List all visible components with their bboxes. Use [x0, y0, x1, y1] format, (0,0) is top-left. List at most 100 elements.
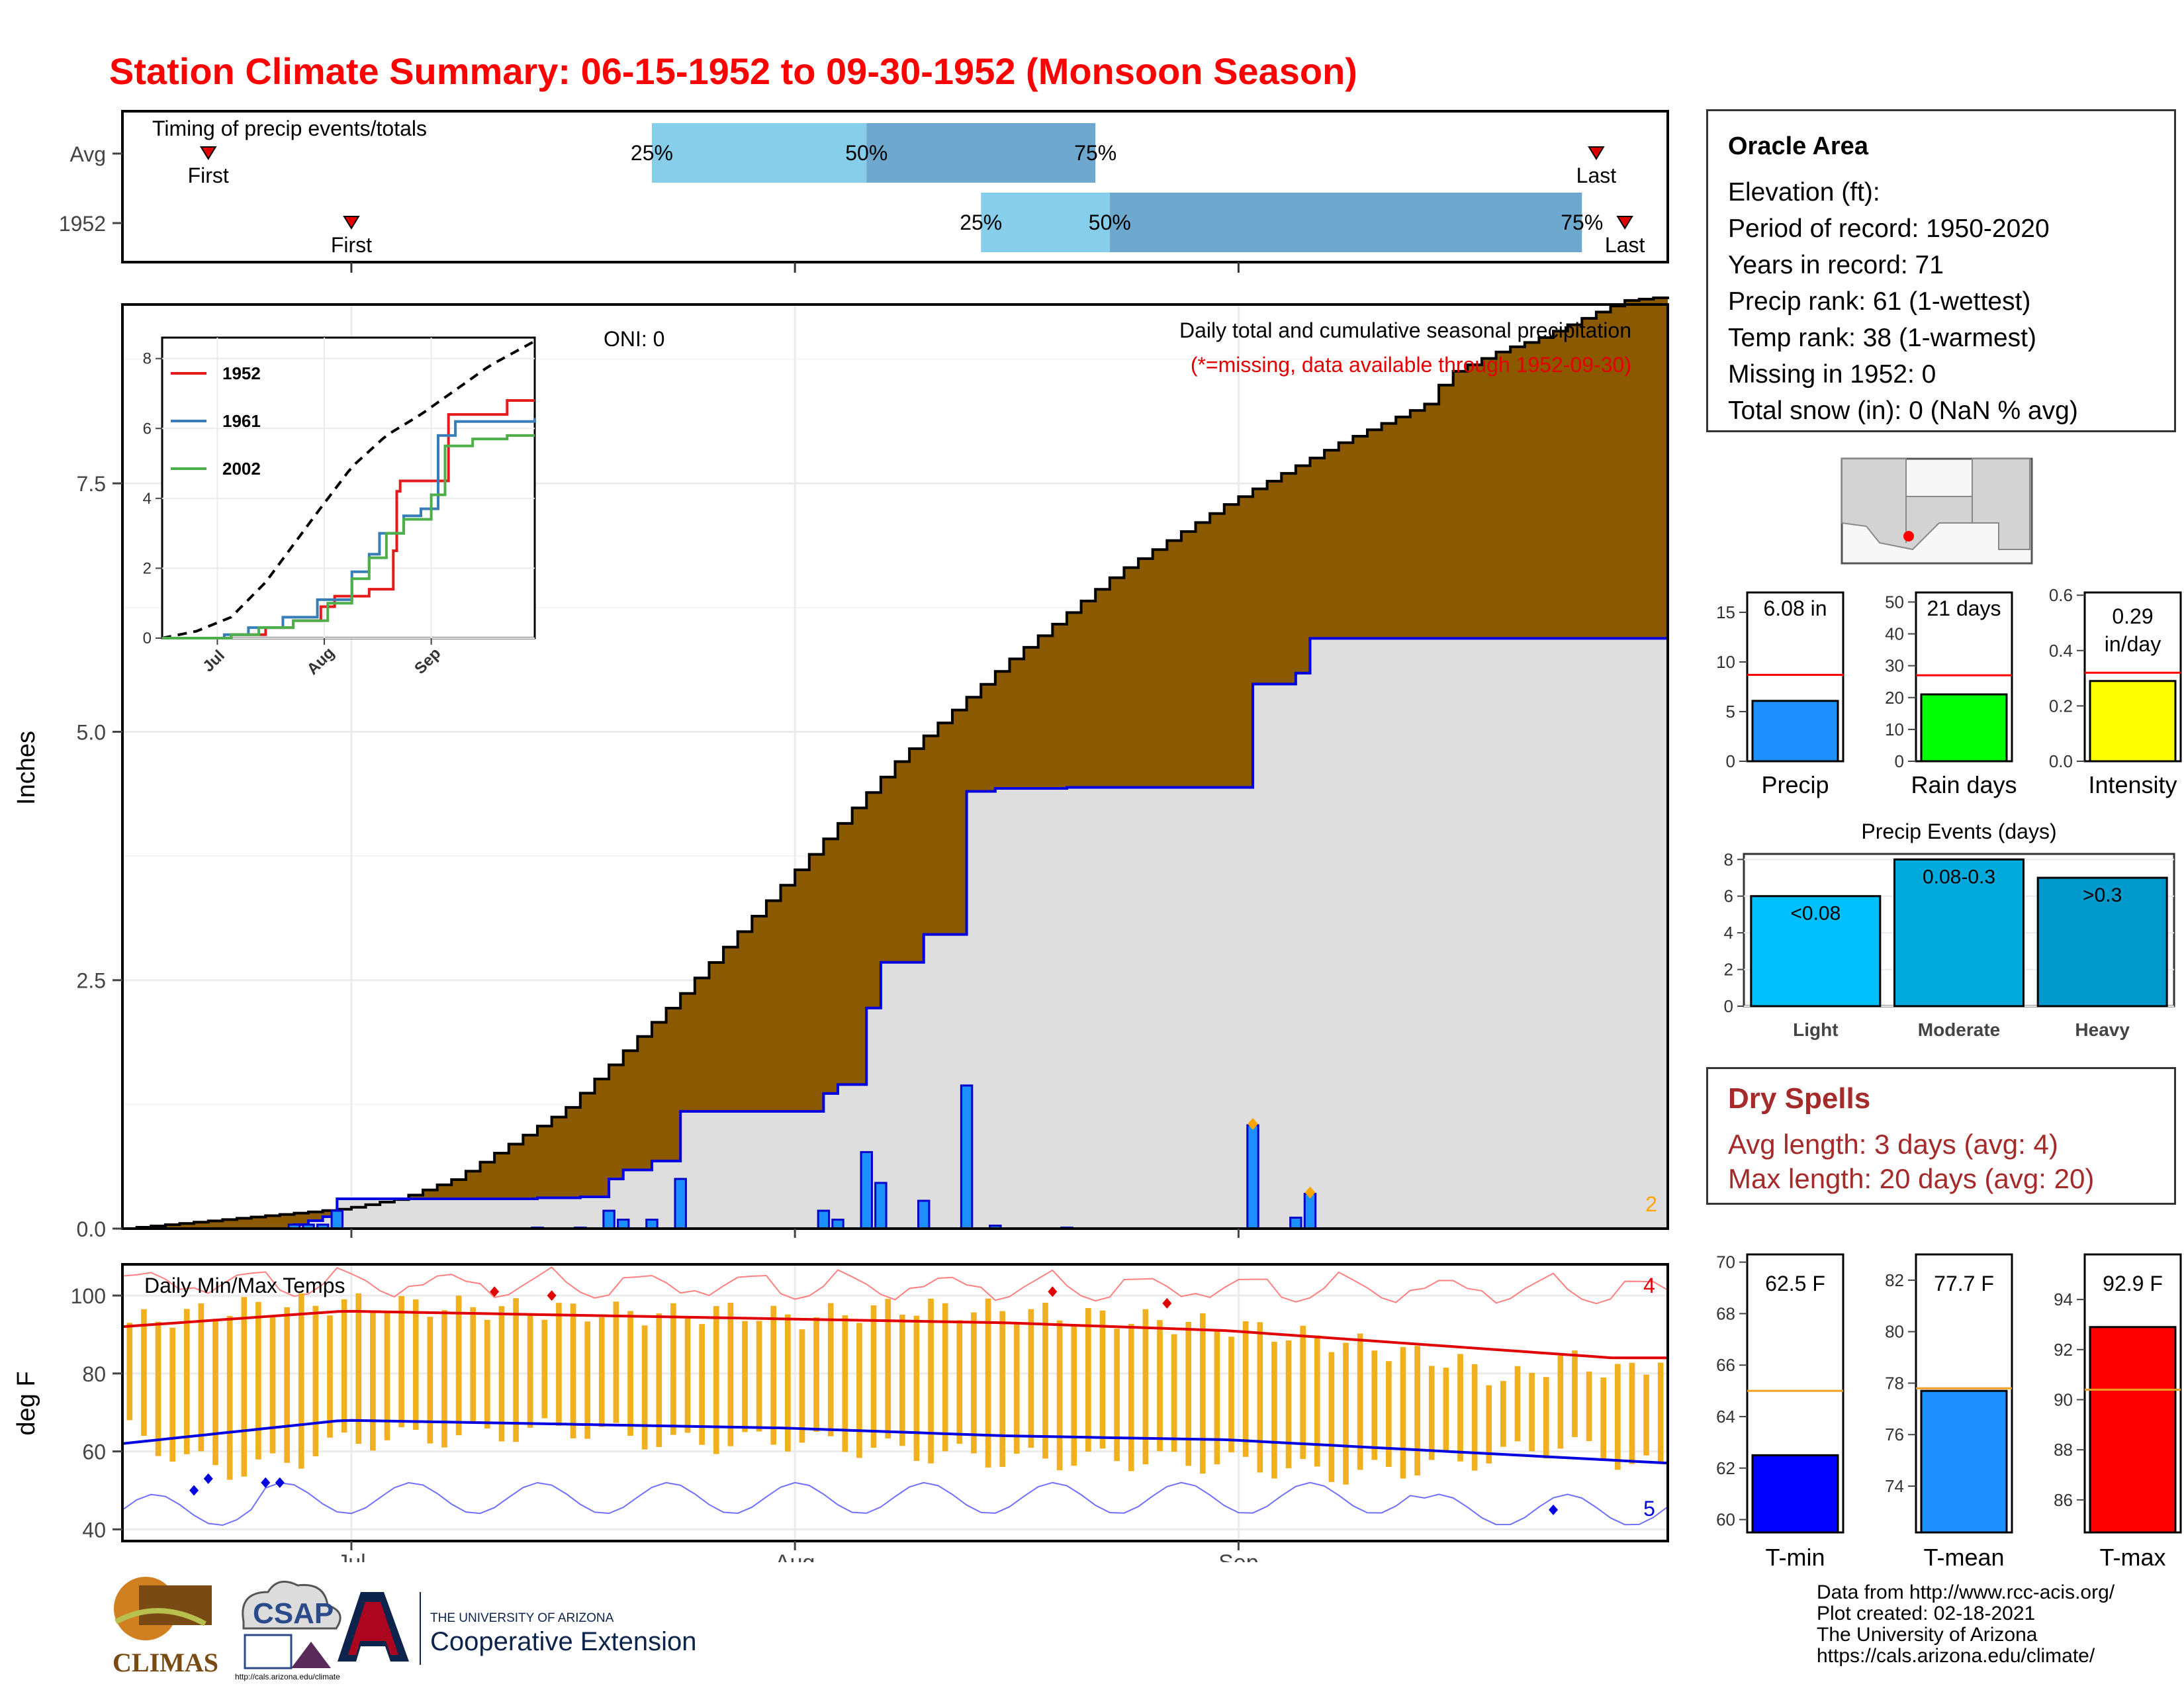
- record-low-marker: [261, 1477, 271, 1488]
- daily-temp-bar: [1071, 1324, 1077, 1466]
- station-snow: Total snow (in): 0 (NaN % avg): [1728, 397, 2078, 425]
- precip-ytick-label: 7.5: [77, 472, 106, 496]
- daily-temp-bar: [1013, 1323, 1020, 1454]
- station-temp-rank: Temp rank: 38 (1-warmest): [1728, 324, 2036, 352]
- daily-temp-bar: [956, 1320, 963, 1444]
- daily-precip-bar: [831, 1218, 844, 1230]
- daily-temp-bar: [556, 1303, 562, 1426]
- daily-temp-bar: [241, 1297, 248, 1477]
- tbar-value-0: 62.5 F: [1765, 1272, 1825, 1295]
- mini-ytick-label: 0.6: [2049, 585, 2073, 605]
- daily-temp-bar: [341, 1299, 347, 1433]
- tbar-value-2: 92.9 F: [2103, 1272, 2163, 1295]
- daily-temp-bar: [1357, 1333, 1363, 1470]
- event-bar-moderate: [1893, 858, 2025, 1008]
- temp-ytick-label: 60: [82, 1440, 106, 1464]
- daily-temp-bar: [169, 1327, 175, 1462]
- mini-label-1: Rain days: [1911, 771, 2017, 798]
- daily-temp-bar: [827, 1303, 834, 1436]
- inset-series-2002: [162, 434, 535, 639]
- events-ytick-label: 4: [1724, 923, 1733, 943]
- season-totals-charts: 0 5 10 15 6.08 in Precip 0 10 20 30 40 50 21 days Rai…: [1716, 585, 2182, 798]
- precip-panel: 2 0.0 2.5 5.0 7.5 Inches Daily total and cumul…: [13, 296, 1669, 1241]
- logos: CLIMAS CSAP http://cals.arizona.edu/clim…: [113, 1577, 696, 1681]
- daily-temp-bar: [1557, 1355, 1564, 1449]
- daily-temp-bar: [1629, 1362, 1635, 1464]
- tbar-bar-t-min: [1751, 1454, 1839, 1534]
- record-low-marker: [189, 1485, 199, 1496]
- record-high-count: 4: [1643, 1274, 1655, 1297]
- daily-temp-bar: [1228, 1336, 1234, 1453]
- daily-temp-bar: [513, 1298, 519, 1442]
- event-cat-moderate: Moderate: [1918, 1019, 2000, 1040]
- tbar-label-1: T-mean: [1923, 1544, 2004, 1571]
- ua-extension: Cooperative Extension: [430, 1627, 696, 1656]
- daily-temp-bar: [985, 1298, 991, 1468]
- csap-logo: CSAP http://cals.arizona.edu/climate: [235, 1580, 341, 1681]
- inset-series-1961: [162, 418, 536, 639]
- dry-spells-avg: Avg length: 3 days (avg: 4): [1728, 1129, 2058, 1160]
- daily-temp-bar: [1200, 1313, 1206, 1474]
- precip-ylabel: Inches: [13, 731, 40, 805]
- tbar-bar-t-mean: [1920, 1389, 2008, 1534]
- daily-temp-bar: [398, 1295, 404, 1428]
- temp-ytick-label: 40: [82, 1518, 106, 1542]
- mini-value-2: 0.29: [2112, 604, 2153, 628]
- temp-frame: [121, 1263, 1669, 1542]
- tbar-ytick-label: 62: [1716, 1458, 1735, 1478]
- extreme-precip-marker: [1304, 1186, 1316, 1199]
- daily-temp-bar: [298, 1293, 304, 1469]
- climas-text: CLIMAS: [113, 1648, 218, 1677]
- event-cat-heavy: Heavy: [2075, 1019, 2130, 1040]
- events-title: Precip Events (days): [1861, 820, 2056, 843]
- daily-temp-bar: [269, 1317, 276, 1454]
- daily-temp-bar: [1257, 1322, 1263, 1473]
- mini-ytick-label: 50: [1885, 592, 1904, 612]
- credit-url: https://cals.arizona.edu/climate/: [1817, 1645, 2095, 1667]
- record-min-line: [122, 1481, 1668, 1526]
- daily-temp-bar: [670, 1303, 676, 1435]
- timing-pct-25: 25%: [631, 141, 673, 165]
- daily-temp-bar: [627, 1311, 633, 1436]
- dry-spells-title: Dry Spells: [1728, 1082, 1871, 1115]
- station-precip-rank: Precip rank: 61 (1-wettest): [1728, 287, 2031, 316]
- daily-precip-bar: [602, 1209, 615, 1230]
- daily-temp-bar: [1572, 1350, 1578, 1437]
- event-range-heavy: >0.3: [2083, 884, 2122, 906]
- daily-temp-bar: [1285, 1340, 1292, 1469]
- cumulative-1952-area: [122, 638, 1668, 1229]
- daily-temp-bar: [742, 1321, 748, 1432]
- dry-spells-box: Dry Spells Avg length: 3 days (avg: 4) M…: [1706, 1067, 2176, 1205]
- daily-temp-bar: [641, 1325, 648, 1450]
- daily-temp-bar: [1056, 1320, 1063, 1471]
- tbar-ytick-label: 76: [1885, 1425, 1904, 1444]
- precip-ytick-label: 2.5: [77, 969, 106, 993]
- inset-ytick-label: 4: [143, 490, 152, 508]
- timing-bar-50-75: [866, 123, 1096, 183]
- timing-pct-25: 25%: [960, 211, 1002, 234]
- daily-temp-bar: [885, 1299, 891, 1439]
- daily-temp-bar: [1028, 1309, 1034, 1448]
- mini-bar-2: [2089, 680, 2177, 763]
- daily-precip-bar: [860, 1150, 873, 1230]
- daily-precip-bar: [874, 1182, 887, 1230]
- events-ytick-label: 8: [1724, 849, 1733, 869]
- daily-temp-bar: [1414, 1346, 1420, 1476]
- university-of-arizona-logo: THE UNIVERSITY OF ARIZONA Cooperative Ex…: [338, 1592, 696, 1665]
- mini-ytick-label: 5: [1726, 702, 1735, 722]
- daily-temp-bar: [455, 1295, 462, 1436]
- timing-pct-75: 75%: [1561, 211, 1603, 234]
- avg-max-line: [122, 1309, 1668, 1360]
- record-high-marker: [547, 1290, 557, 1301]
- daily-temp-bar: [384, 1313, 390, 1440]
- daily-temp-bar: [155, 1321, 161, 1456]
- month-label-sep: Sep: [1218, 1550, 1259, 1562]
- missing-note: (*=missing, data available through 1952-…: [1191, 353, 1631, 377]
- month-label-jul: Jul: [337, 1550, 365, 1562]
- csap-bars-shape: [244, 1634, 293, 1669]
- tbar-ytick-label: 74: [1885, 1476, 1904, 1496]
- timing-panel: Timing of precip events/totals Avg 25% 50% 7…: [59, 110, 1669, 273]
- mini-value-0: 6.08 in: [1763, 596, 1827, 620]
- tbar-ytick-label: 82: [1885, 1270, 1904, 1290]
- daily-temp-bar: [212, 1319, 218, 1466]
